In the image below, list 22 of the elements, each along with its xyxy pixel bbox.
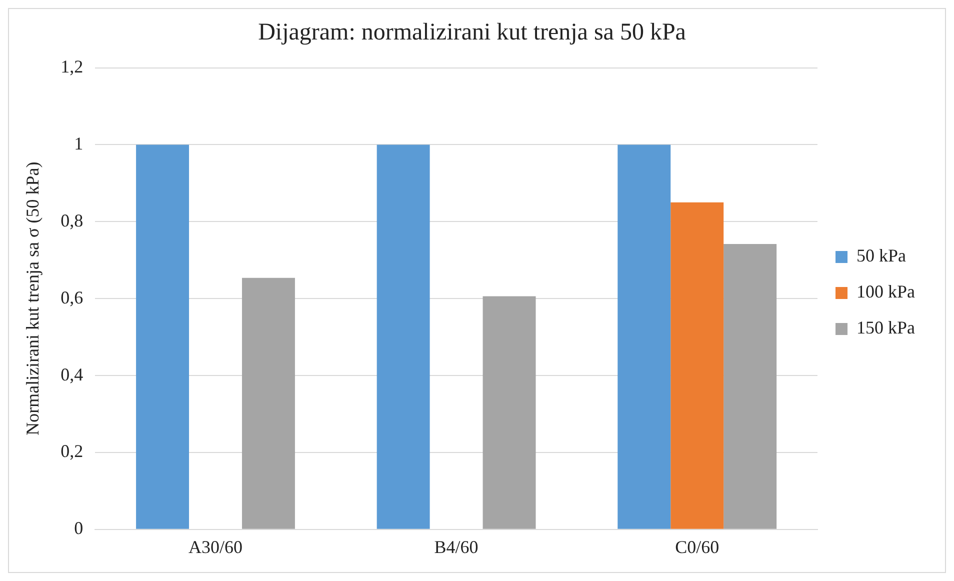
y-tick-label: 0,8: [60, 210, 84, 230]
legend-label: 100 kPa: [856, 282, 916, 302]
bar: [242, 278, 295, 529]
y-tick-label: 0,2: [60, 441, 84, 462]
y-tick-label: 0,6: [60, 287, 84, 308]
bar: [376, 144, 430, 529]
x-tick-label: B4/60: [434, 536, 478, 557]
y-axis-title: Normalizirani kut trenja sa σ (50 kPa): [22, 162, 43, 436]
y-tick-label: 1,2: [60, 56, 84, 77]
y-tick-label: 0,4: [60, 364, 84, 384]
chart-title: Dijagram: normalizirani kut trenja sa 50 kPa: [258, 20, 686, 46]
legend-label: 50 kPa: [856, 246, 906, 266]
bar: [618, 144, 671, 529]
x-tick-label: C0/60: [675, 536, 720, 557]
bar: [724, 244, 777, 529]
y-tick-label: 1: [74, 133, 84, 154]
legend-label: 150 kPa: [856, 318, 916, 338]
y-tick-label: 0: [74, 518, 84, 538]
bar: [482, 296, 536, 529]
x-tick-label: A30/60: [188, 536, 242, 557]
bar: [670, 202, 724, 529]
bar: [136, 144, 190, 529]
